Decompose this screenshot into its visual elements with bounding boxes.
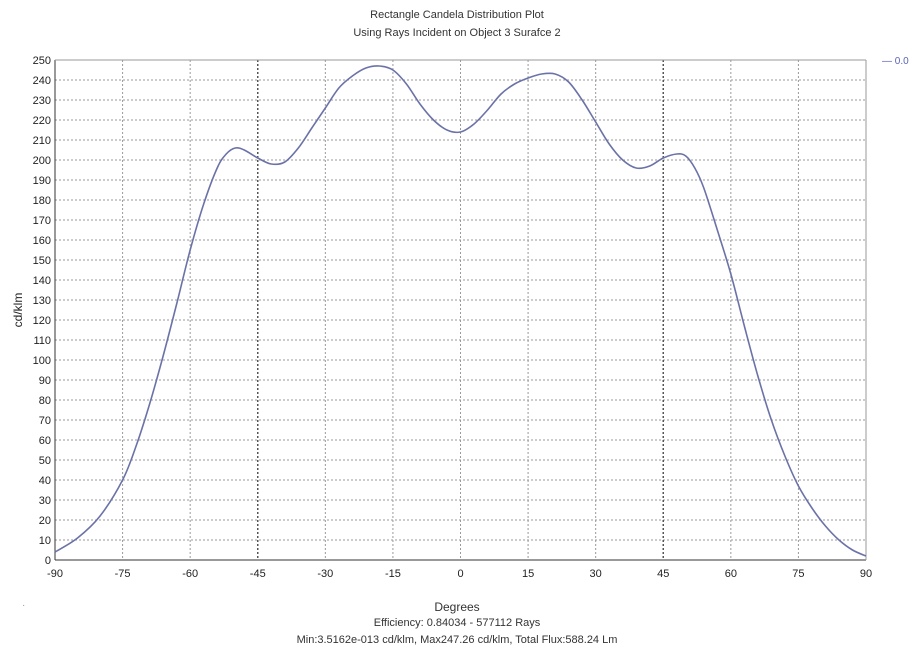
x-tick-label: -90 <box>47 568 63 580</box>
y-tick-label: 200 <box>33 155 51 167</box>
x-tick-label: 0 <box>457 568 463 580</box>
x-tick-label: 90 <box>860 568 872 580</box>
y-tick-label: 140 <box>33 275 51 287</box>
x-tick-label: 75 <box>792 568 804 580</box>
y-axis-label: cd/klm <box>11 293 25 328</box>
y-tick-label: 170 <box>33 215 51 227</box>
y-tick-label: 250 <box>33 55 51 67</box>
y-tick-label: 150 <box>33 255 51 267</box>
x-tick-label: 60 <box>725 568 737 580</box>
y-tick-label: 70 <box>39 415 51 427</box>
y-tick-label: 50 <box>39 455 51 467</box>
y-tick-label: 10 <box>39 535 51 547</box>
series-line <box>54 65 867 557</box>
stray-mark: · <box>22 600 26 611</box>
y-tick-label: 220 <box>33 115 51 127</box>
y-tick-label: 100 <box>33 355 51 367</box>
x-tick-label: 30 <box>590 568 602 580</box>
x-axis-label: Degrees <box>434 600 480 614</box>
y-tick-label: 190 <box>33 175 51 187</box>
x-tick-label: -45 <box>250 568 266 580</box>
chart-title: Rectangle Candela Distribution Plot <box>370 9 544 21</box>
legend-entry: — 0.0 <box>882 56 909 67</box>
x-tick-label: -30 <box>317 568 333 580</box>
y-tick-label: 60 <box>39 435 51 447</box>
y-tick-label: 80 <box>39 395 51 407</box>
y-tick-label: 120 <box>33 315 51 327</box>
y-tick-label: 210 <box>33 135 51 147</box>
y-tick-label: 20 <box>39 515 51 527</box>
y-tick-label: 110 <box>33 335 51 347</box>
y-tick-label: 40 <box>39 475 51 487</box>
y-tick-label: 160 <box>33 235 51 247</box>
chart-subtitle: Using Rays Incident on Object 3 Surafce … <box>353 27 561 39</box>
x-tick-label: 45 <box>657 568 669 580</box>
x-tick-label: -75 <box>115 568 131 580</box>
y-tick-label: 30 <box>39 495 51 507</box>
x-tick-label: -15 <box>385 568 401 580</box>
y-tick-label: 0 <box>45 555 51 567</box>
x-tick-label: -60 <box>182 568 198 580</box>
y-tick-label: 240 <box>33 75 51 87</box>
stats-text: Min:3.5162e-013 cd/klm, Max247.26 cd/klm… <box>296 634 618 646</box>
x-tick-label: 15 <box>522 568 534 580</box>
y-tick-label: 180 <box>33 195 51 207</box>
y-tick-label: 130 <box>33 295 51 307</box>
y-tick-label: 230 <box>33 95 51 107</box>
y-tick-label: 90 <box>39 375 51 387</box>
legend-label: 0.0 <box>894 56 909 67</box>
efficiency-text: Efficiency: 0.84034 - 577112 Rays <box>373 617 541 629</box>
